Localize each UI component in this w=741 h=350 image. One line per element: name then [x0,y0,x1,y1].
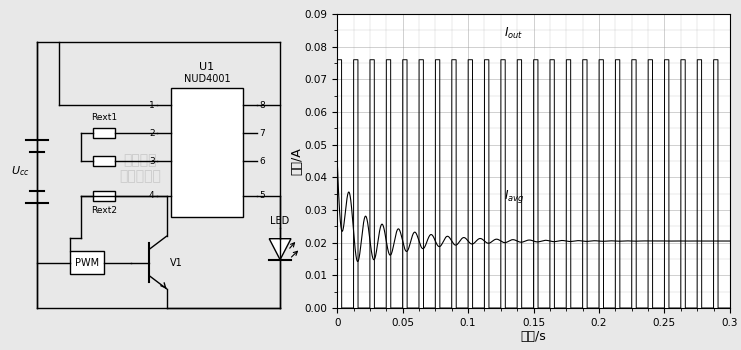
Text: Rext1: Rext1 [91,113,117,122]
Text: V1: V1 [170,258,182,267]
Polygon shape [269,239,291,260]
Text: 杭州将智
技有限公司: 杭州将智 技有限公司 [119,153,161,183]
Text: 5: 5 [259,191,265,201]
Bar [93,128,115,138]
Y-axis label: 电流/A: 电流/A [290,147,303,175]
Text: LED: LED [270,216,290,226]
Text: 6: 6 [259,156,265,166]
Text: U1: U1 [199,62,215,71]
Text: NUD4001: NUD4001 [184,74,230,84]
Bar [93,156,115,166]
Text: Rext2: Rext2 [91,206,117,215]
Text: $U_{cc}$: $U_{cc}$ [11,164,30,178]
Text: $I_{out}$: $I_{out}$ [505,26,523,41]
Bar [93,191,115,201]
Text: PWM: PWM [75,258,99,267]
Bar [171,88,243,217]
Text: 1: 1 [149,100,155,110]
Text: 8: 8 [259,100,265,110]
X-axis label: 时间/s: 时间/s [521,330,546,343]
Text: $I_{avg}$: $I_{avg}$ [504,188,524,205]
Text: 7: 7 [259,128,265,138]
Bar [70,251,104,274]
Text: 3: 3 [149,156,155,166]
Text: 4: 4 [149,191,155,201]
Text: 2: 2 [149,128,155,138]
